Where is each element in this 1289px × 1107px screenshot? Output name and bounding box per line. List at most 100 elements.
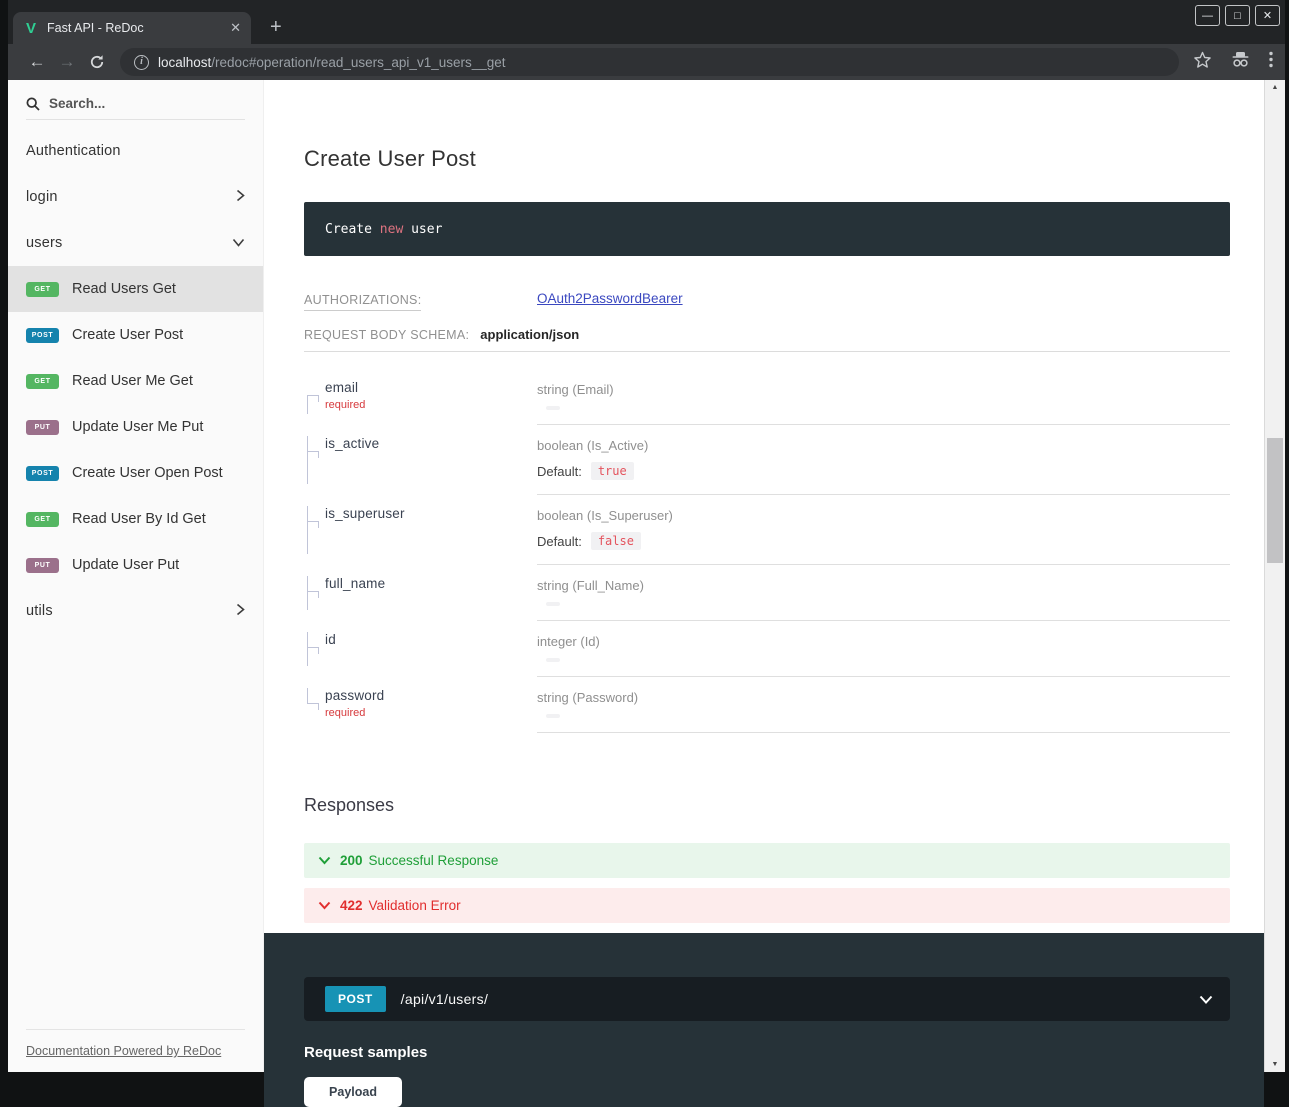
sidebar-endpoint-item[interactable]: POST Create User Open Post [8, 450, 263, 496]
field-name: email [325, 380, 365, 395]
tab-title: Fast API - ReDoc [47, 21, 230, 35]
method-badge: PUT [26, 558, 59, 573]
page: Authentication login users GET Read User… [8, 80, 1285, 1072]
sidebar-endpoint-item[interactable]: GET Read User By Id Get [8, 496, 263, 542]
search-input[interactable] [49, 96, 199, 111]
endpoint-label: Update User Put [72, 557, 179, 573]
authorization-link[interactable]: OAuth2PasswordBearer [537, 291, 1230, 306]
response-code: 200 [340, 853, 363, 868]
endpoint-path: /api/v1/users/ [401, 991, 488, 1007]
default-value-chip [546, 406, 560, 410]
method-badge: GET [26, 374, 59, 389]
endpoint-label: Create User Open Post [72, 465, 223, 481]
chevron-right-icon [236, 603, 245, 620]
address-bar[interactable]: i localhost/redoc#operation/read_users_a… [120, 48, 1179, 76]
scroll-up-icon[interactable]: ▲ [1265, 80, 1285, 95]
endpoint-label: Read User Me Get [72, 373, 193, 389]
sidebar-endpoint-item[interactable]: POST Create User Post [8, 312, 263, 358]
scrollbar[interactable]: ▲ ▼ [1264, 80, 1285, 1072]
chevron-down-icon[interactable] [1199, 995, 1213, 1004]
chevron-down-icon [318, 901, 331, 910]
redoc-attribution-link[interactable]: Documentation Powered by ReDoc [26, 1044, 221, 1058]
schema-field-row: id integer (Id) [304, 621, 1230, 677]
search-box[interactable] [8, 80, 263, 119]
schema-field-row: email required string (Email) [304, 369, 1230, 425]
tab-close-icon[interactable]: ✕ [230, 20, 241, 36]
code-highlight: new [380, 222, 403, 237]
request-samples-panel: POST /api/v1/users/ Request samples Payl… [264, 933, 1264, 1107]
payload-tab[interactable]: Payload [304, 1077, 402, 1107]
response-row[interactable]: 200 Successful Response [304, 843, 1230, 878]
sidebar-endpoint-item[interactable]: PUT Update User Me Put [8, 404, 263, 450]
schema-field-row: is_superuser boolean (Is_Superuser) Defa… [304, 495, 1230, 565]
field-name: password [325, 688, 384, 703]
window-controls: — □ ✕ [1195, 5, 1280, 26]
schema-field-row: password required string (Password) [304, 677, 1230, 733]
divider [26, 1029, 245, 1030]
search-icon [26, 97, 40, 111]
endpoint-label: Read User By Id Get [72, 511, 206, 527]
code-text: Create [325, 222, 380, 237]
browser-tab[interactable]: V Fast API - ReDoc ✕ [13, 12, 251, 44]
sidebar-item-login[interactable]: login [8, 174, 263, 220]
minimize-button[interactable]: — [1195, 5, 1220, 26]
request-samples-title: Request samples [304, 1044, 1230, 1061]
reload-icon[interactable] [82, 52, 112, 72]
sidebar-item-utils[interactable]: utils [8, 588, 263, 634]
field-default [537, 602, 1230, 606]
schema-fields: email required string (Email) is_active … [304, 369, 1230, 733]
sidebar-item-authentication[interactable]: Authentication [8, 128, 263, 174]
browser-toolbar: ← → i localhost/redoc#operation/read_use… [8, 44, 1285, 80]
bookmark-star-icon[interactable] [1193, 51, 1212, 74]
new-tab-button[interactable]: + [270, 16, 282, 39]
scroll-down-icon[interactable]: ▼ [1265, 1057, 1285, 1072]
tree-connector [306, 436, 325, 484]
sidebar-footer: Documentation Powered by ReDoc [8, 1029, 263, 1072]
sidebar-endpoint-item[interactable]: GET Read Users Get [8, 266, 263, 312]
url-text[interactable]: localhost/redoc#operation/read_users_api… [158, 55, 506, 70]
field-default [537, 714, 1230, 718]
field-default: Default: false [537, 532, 1230, 550]
field-required-flag: required [325, 399, 365, 411]
page-info-icon[interactable]: i [134, 55, 149, 70]
chevron-right-icon [236, 189, 245, 206]
endpoint-label: Create User Post [72, 327, 183, 343]
browser-menu-icon[interactable] [1269, 51, 1273, 73]
response-code: 422 [340, 898, 363, 913]
default-label: Default: [537, 534, 582, 549]
tree-connector [306, 506, 325, 554]
request-endpoint-bar[interactable]: POST /api/v1/users/ [304, 977, 1230, 1021]
close-button[interactable]: ✕ [1255, 5, 1280, 26]
method-badge: POST [26, 466, 59, 481]
default-value-chip [546, 658, 560, 662]
browser-window: V Fast API - ReDoc ✕ + — □ ✕ ← → i local… [0, 0, 1289, 1080]
tree-connector [306, 380, 325, 414]
operation-doc: Create User Post Create new user AUTHORI… [264, 80, 1264, 933]
responses-title: Responses [304, 795, 1230, 816]
scrollbar-thumb[interactable] [1267, 438, 1283, 563]
toolbar-actions [1193, 51, 1273, 74]
sidebar-endpoint-item[interactable]: PUT Update User Put [8, 542, 263, 588]
method-badge: GET [26, 282, 59, 297]
sidebar-endpoint-item[interactable]: GET Read User Me Get [8, 358, 263, 404]
authorizations-label: AUTHORIZATIONS: [304, 293, 421, 311]
request-body-label: REQUEST BODY SCHEMA: [304, 328, 469, 342]
sidebar: Authentication login users GET Read User… [8, 80, 264, 1072]
sidebar-item-users[interactable]: users [8, 220, 263, 266]
site-favicon-icon: V [26, 20, 36, 37]
method-badge: POST [325, 986, 386, 1012]
search-underline [26, 119, 245, 120]
default-value-chip [546, 602, 560, 606]
field-type: string (Email) [537, 382, 1230, 397]
field-default [537, 406, 1230, 410]
endpoint-label: Read Users Get [72, 281, 176, 297]
authorizations-row: AUTHORIZATIONS: OAuth2PasswordBearer [304, 291, 1230, 311]
field-required-flag: required [325, 707, 384, 719]
response-row[interactable]: 422 Validation Error [304, 888, 1230, 923]
field-type: string (Full_Name) [537, 578, 1230, 593]
tree-connector [306, 688, 325, 722]
method-badge: PUT [26, 420, 59, 435]
maximize-button[interactable]: □ [1225, 5, 1250, 26]
back-icon[interactable]: ← [22, 52, 52, 72]
default-value-chip: true [591, 462, 634, 480]
